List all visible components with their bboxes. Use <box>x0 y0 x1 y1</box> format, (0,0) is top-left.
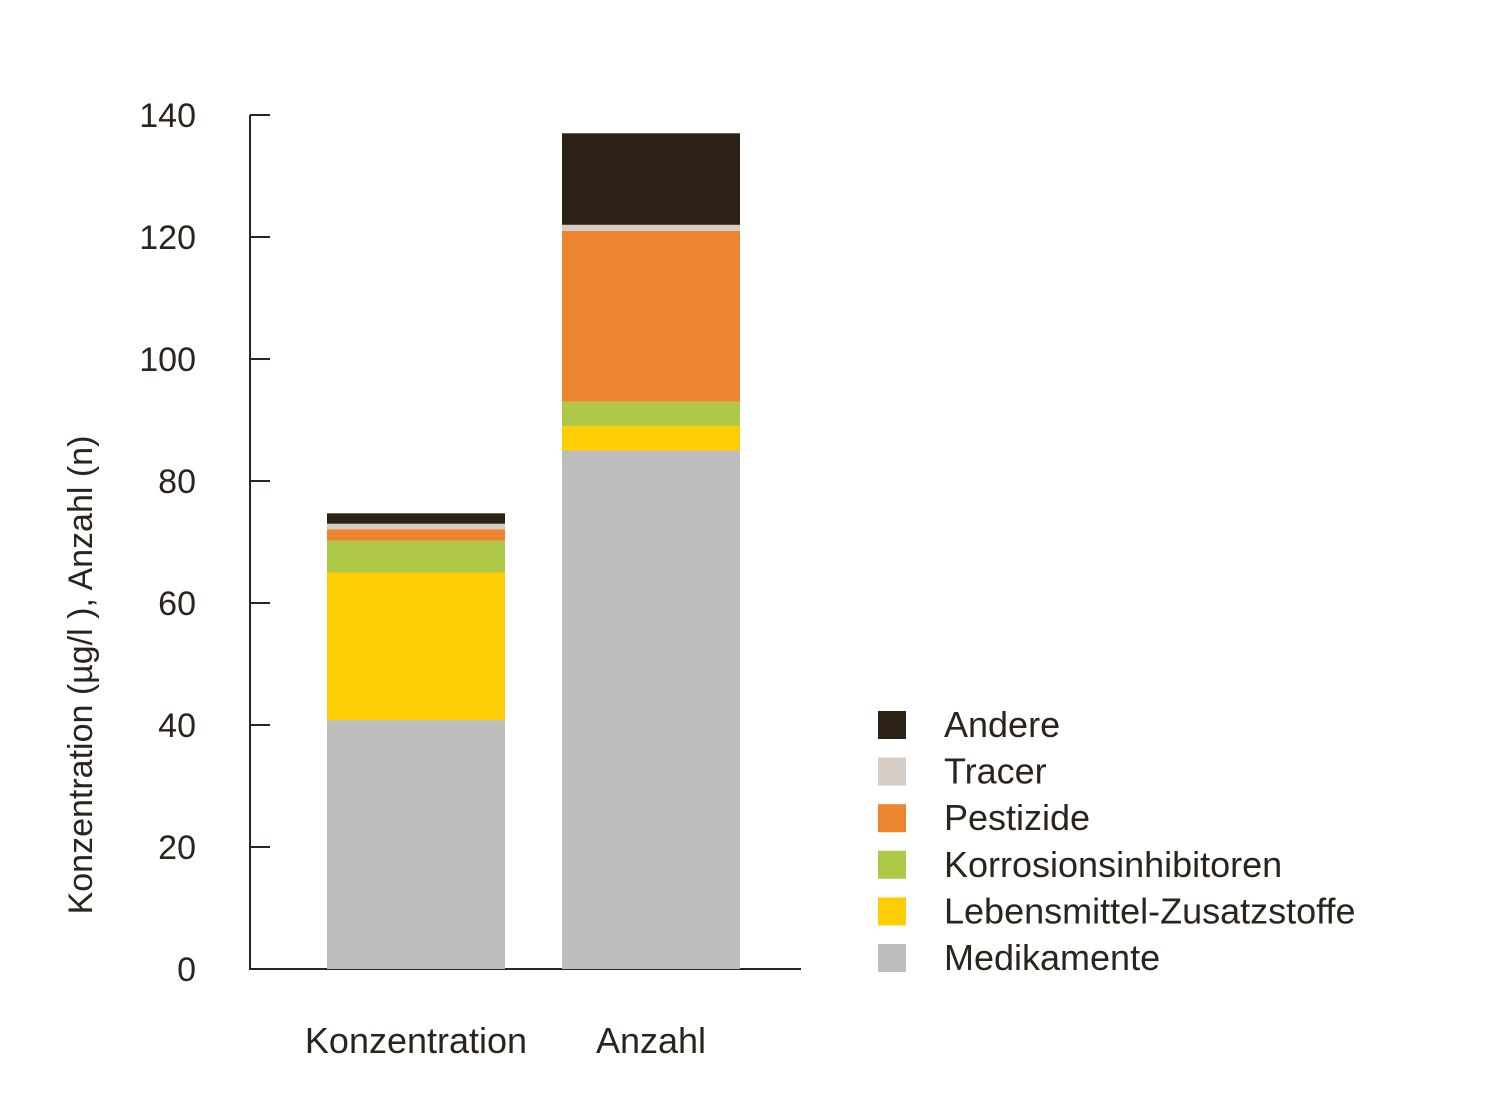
legend-item-lebensmittel-zusatzstoffe: Lebensmittel-Zusatzstoffe <box>878 890 1356 931</box>
y-tick-label: 100 <box>139 341 196 379</box>
legend-swatch <box>878 757 906 786</box>
legend-label: Lebensmittel-Zusatzstoffe <box>944 890 1356 931</box>
y-tick-label: 120 <box>139 219 196 257</box>
legend: Andere Tracer Pestizide Korrosionsinhibitor… <box>878 704 1356 978</box>
legend-swatch <box>878 897 906 926</box>
bar-segment-andere <box>327 513 505 524</box>
legend-label: Pestizide <box>944 797 1090 838</box>
legend-swatch <box>878 850 906 879</box>
bar-segment-pestizide <box>327 529 505 541</box>
bar-segment-medikamente <box>562 450 740 969</box>
y-tick-label: 20 <box>158 829 196 867</box>
bar-segment-medikamente <box>327 720 505 969</box>
bar-segment-korrosionsinhibitoren <box>327 540 505 573</box>
y-tick-label: 40 <box>158 707 196 745</box>
bar-segment-lebensmittel-zusatzstoffe <box>562 426 740 451</box>
bars <box>327 133 740 969</box>
legend-label: Korrosionsinhibitoren <box>944 844 1282 885</box>
bar-segment-lebensmittel-zusatzstoffe <box>327 572 505 721</box>
legend-item-medikamente: Medikamente <box>878 937 1160 978</box>
y-tick-label: 60 <box>158 585 196 623</box>
legend-swatch <box>878 804 906 833</box>
legend-item-tracer: Tracer <box>878 751 1047 792</box>
legend-item-pestizide: Pestizide <box>878 797 1090 838</box>
axis-labels: 0 20 40 60 80 100 120 140 Konzentration Anzahl <box>139 97 706 1061</box>
bar-segment-tracer <box>327 523 505 530</box>
bar-segment-pestizide <box>562 230 740 402</box>
x-category-label: Konzentration <box>305 1020 527 1061</box>
bar-segment-andere <box>562 133 740 225</box>
legend-item-andere: Andere <box>878 704 1060 745</box>
legend-label: Tracer <box>944 751 1047 792</box>
legend-label: Andere <box>944 704 1060 745</box>
legend-label: Medikamente <box>944 937 1160 978</box>
bar-segment-tracer <box>562 224 740 231</box>
y-tick-label: 140 <box>139 97 196 135</box>
bar-stack-anzahl <box>562 133 740 969</box>
y-tick-label: 0 <box>177 951 196 989</box>
legend-item-korrosionsinhibitoren: Korrosionsinhibitoren <box>878 844 1282 885</box>
y-tick-label: 80 <box>158 463 196 501</box>
y-axis-title: Konzentration (µg/l ), Anzahl (n) <box>62 436 100 915</box>
legend-swatch <box>878 944 906 972</box>
bar-stack-konzentration <box>327 513 505 969</box>
x-category-label: Anzahl <box>596 1020 706 1061</box>
legend-swatch <box>878 711 906 739</box>
bar-segment-korrosionsinhibitoren <box>562 401 740 427</box>
